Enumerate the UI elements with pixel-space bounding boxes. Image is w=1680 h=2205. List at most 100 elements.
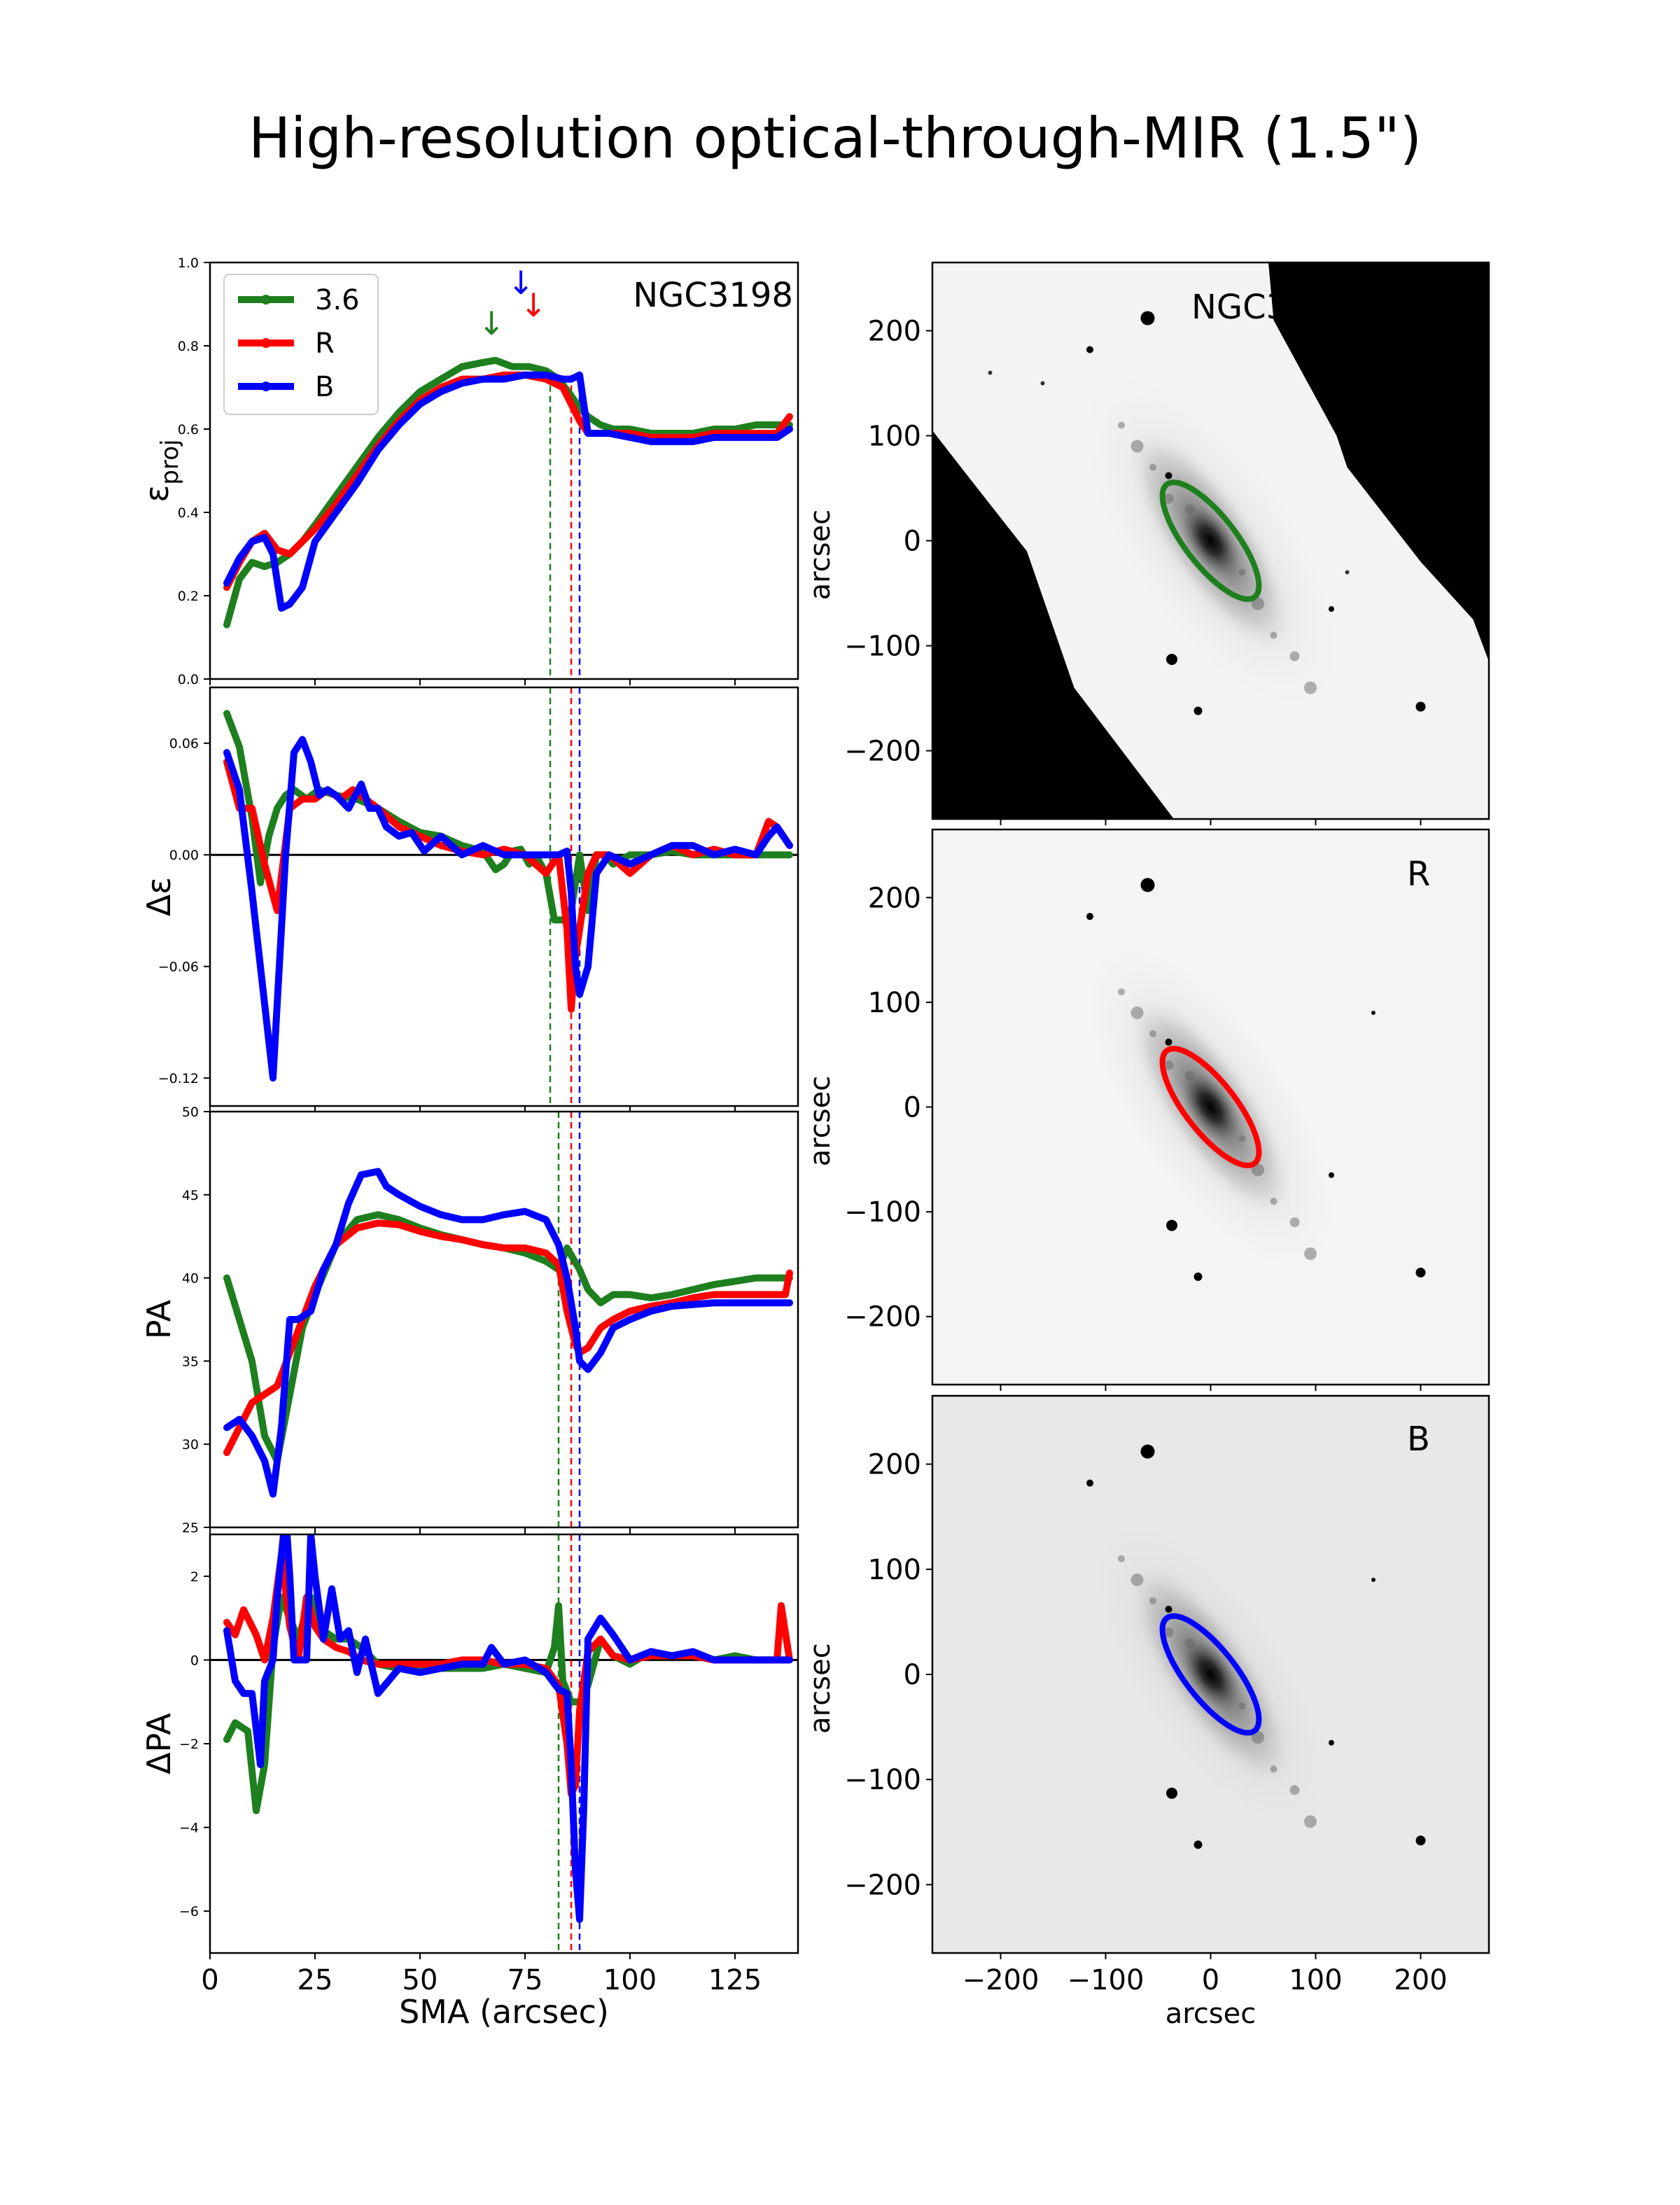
spiral-knot	[1270, 1765, 1278, 1773]
y-axis-label: arcsec	[804, 1076, 836, 1167]
y-tick-label: −100	[844, 1196, 921, 1228]
spiral-knot	[1118, 421, 1125, 429]
mask-upper-right	[1268, 262, 1489, 662]
y-tick-label: 0.6	[178, 422, 199, 438]
spiral-knot	[1163, 1060, 1174, 1070]
spiral-knot	[1130, 1006, 1144, 1019]
y-tick-label: 0	[904, 1659, 921, 1691]
faint-star	[1040, 381, 1045, 386]
arrow-marker-R: ↓	[520, 286, 547, 324]
y-tick-label: −200	[844, 736, 921, 768]
series-line-R	[223, 758, 793, 1013]
faint-star	[988, 370, 993, 375]
series-group	[223, 1534, 793, 1924]
y-axis-label-sub: proj	[156, 440, 184, 485]
legend-label-B: B	[315, 371, 334, 403]
series-line-B	[223, 736, 793, 1082]
spiral-knot	[1304, 1815, 1317, 1828]
x-tick-label: 25	[298, 1964, 333, 1996]
series-line-R	[223, 371, 793, 592]
spiral-knot	[1118, 988, 1125, 995]
y-tick-label: −100	[844, 1764, 921, 1796]
spiral-knot	[1130, 1573, 1144, 1586]
image-body	[932, 830, 1489, 1385]
image-body: NGC3198	[932, 262, 1489, 819]
x-tick-label: 0	[1202, 1964, 1219, 1996]
axes-frame	[209, 1110, 799, 1529]
y-tick-label: 25	[182, 1520, 199, 1536]
star	[1086, 346, 1093, 354]
y-tick-label: −100	[844, 631, 921, 663]
y-tick-label: 0	[904, 526, 921, 558]
x-tick-label: 100	[1289, 1964, 1342, 1996]
y-tick-label: −0.12	[158, 1071, 199, 1086]
star	[1140, 311, 1155, 326]
spiral-knot	[1289, 1785, 1300, 1795]
star	[1140, 878, 1155, 892]
y-tick-label: 40	[182, 1271, 199, 1287]
y-tick-label: 100	[868, 987, 921, 1019]
y-tick-label: 0.4	[178, 505, 199, 521]
panel-label: B	[1407, 1420, 1430, 1459]
x-axis-label: arcsec	[1166, 1998, 1256, 2030]
y-tick-label: 100	[868, 421, 921, 453]
image-panel-B: B −200 −200 −100 −100 0 0 100 100 200 200 arcsec arc…	[804, 1394, 1490, 2030]
y-tick-label: 50	[182, 1105, 199, 1120]
image-body	[932, 1396, 1489, 1953]
legend-marker-R	[261, 338, 271, 348]
star	[1086, 1479, 1093, 1487]
profile-panel-3: −6 −4 −2 0 2 0 25 50 75 100 125 ΔPA SMA (arcsec)	[140, 1533, 799, 2031]
panel-label: R	[1407, 855, 1430, 894]
series-line-R	[223, 1219, 793, 1457]
image-panels: NGC3198 −200 −100 0 100 200 arcsec R −200 −100 0 10…	[804, 261, 1490, 2030]
spiral-knot	[1289, 651, 1300, 662]
legend-label-R: R	[315, 328, 335, 360]
series-group	[223, 356, 793, 629]
star	[1415, 1267, 1426, 1278]
spiral-knot	[1252, 597, 1264, 610]
spiral-knot	[1163, 1627, 1174, 1637]
legend-marker-B	[261, 382, 271, 391]
y-tick-label: −200	[844, 1869, 921, 1901]
y-tick-label: −6	[179, 1904, 199, 1919]
star	[1415, 701, 1426, 712]
image-panel-3.6: NGC3198 −200 −100 0 100 200 arcsec	[804, 261, 1490, 825]
spiral-knot	[1252, 1731, 1264, 1744]
y-tick-label: −2	[179, 1737, 199, 1752]
legend-label-3.6: 3.6	[315, 284, 360, 316]
legend-box	[223, 274, 379, 415]
y-tick-label: 200	[868, 1449, 921, 1481]
fitted-ellipse-R	[1159, 1046, 1262, 1168]
x-tick-label: 100	[603, 1964, 657, 1996]
star	[1329, 1172, 1334, 1178]
series-line-3.6	[223, 1593, 793, 1814]
star	[1140, 1444, 1155, 1459]
y-tick-label: 200	[868, 316, 921, 348]
star	[1194, 1840, 1203, 1849]
axes-frame	[209, 261, 799, 680]
y-tick-label: 45	[182, 1188, 199, 1203]
spiral-knot	[1118, 1555, 1125, 1562]
spiral-knot	[1304, 681, 1317, 694]
star	[1166, 1219, 1177, 1231]
x-tick-label: −200	[962, 1964, 1040, 1996]
y-tick-label: 200	[868, 882, 921, 914]
galaxy-annotation: NGC3198	[633, 276, 793, 315]
figure-title: High-resolution optical-through-MIR (1.5…	[248, 106, 1422, 171]
series-line-3.6	[223, 710, 793, 924]
axes-frame	[209, 686, 799, 1107]
mask-lower-left	[932, 430, 1174, 819]
fitted-ellipse-B	[1159, 1613, 1262, 1736]
image-panel-R: R −200 −100 0 100 200 arcsec	[804, 828, 1490, 1391]
star	[1086, 913, 1093, 920]
spiral-knot	[1238, 1702, 1246, 1710]
x-tick-label: 50	[402, 1964, 438, 1996]
y-axis-label: PA	[140, 1299, 178, 1339]
series-group	[223, 710, 793, 1082]
panel-label: NGC3198	[1191, 288, 1352, 327]
x-tick-label: 200	[1394, 1964, 1447, 1996]
spiral-knot	[1149, 463, 1156, 471]
y-tick-label: −200	[844, 1301, 921, 1334]
arrow-marker-3.6: ↓	[478, 304, 505, 342]
